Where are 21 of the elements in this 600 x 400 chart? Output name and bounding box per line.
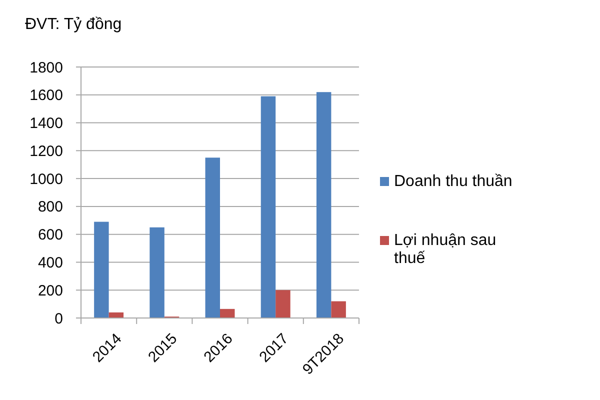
bar bbox=[94, 222, 109, 318]
bar bbox=[220, 308, 235, 318]
bar bbox=[150, 227, 164, 318]
y-tick-label: 200 bbox=[38, 282, 63, 300]
y-tick-label: 1400 bbox=[30, 115, 63, 132]
y-tick-label: 1000 bbox=[30, 170, 63, 188]
y-tick-label: 0 bbox=[54, 310, 63, 328]
y-tick-label: 400 bbox=[38, 254, 63, 272]
bar bbox=[331, 301, 346, 318]
y-tick-label: 1200 bbox=[30, 142, 63, 160]
legend-label: Doanh thu thuần bbox=[394, 173, 512, 190]
bar bbox=[205, 158, 220, 318]
y-tick-label: 800 bbox=[38, 198, 63, 216]
y-tick-label: 600 bbox=[38, 226, 63, 244]
y-tick-label: 1800 bbox=[30, 59, 63, 76]
y-tick-label: 1600 bbox=[30, 87, 63, 104]
chart-title: ĐVT: Tỷ đồng bbox=[25, 16, 122, 33]
bar bbox=[276, 290, 290, 318]
bar bbox=[316, 92, 332, 318]
legend-label: Lợi nhuận sau thuế bbox=[394, 232, 496, 267]
bar bbox=[260, 96, 276, 318]
